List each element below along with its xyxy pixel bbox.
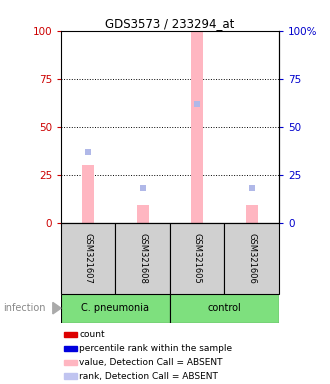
- Text: C. pneumonia: C. pneumonia: [82, 303, 149, 313]
- Text: GSM321608: GSM321608: [138, 233, 147, 284]
- Bar: [61, 223, 116, 294]
- Point: [194, 101, 200, 107]
- Title: GDS3573 / 233294_at: GDS3573 / 233294_at: [105, 17, 235, 30]
- Point: [249, 185, 254, 191]
- Bar: [64, 359, 77, 365]
- Bar: [64, 332, 77, 337]
- Text: value, Detection Call = ABSENT: value, Detection Call = ABSENT: [79, 358, 222, 367]
- Bar: [64, 374, 77, 379]
- Bar: [170, 294, 279, 323]
- Text: control: control: [208, 303, 241, 313]
- Bar: [137, 205, 149, 223]
- Bar: [82, 165, 94, 223]
- Text: percentile rank within the sample: percentile rank within the sample: [79, 344, 232, 353]
- Text: GSM321607: GSM321607: [84, 233, 93, 284]
- Bar: [170, 223, 224, 294]
- Point: [85, 149, 91, 155]
- Text: count: count: [79, 330, 105, 339]
- Bar: [115, 223, 170, 294]
- Text: GSM321605: GSM321605: [193, 233, 202, 284]
- Text: infection: infection: [3, 303, 46, 313]
- Bar: [64, 346, 77, 351]
- Bar: [191, 31, 203, 223]
- Text: GSM321606: GSM321606: [247, 233, 256, 284]
- Point: [140, 185, 145, 191]
- Text: rank, Detection Call = ABSENT: rank, Detection Call = ABSENT: [79, 372, 218, 381]
- Bar: [246, 205, 258, 223]
- FancyArrow shape: [53, 303, 61, 314]
- Bar: [61, 294, 170, 323]
- Bar: [224, 223, 279, 294]
